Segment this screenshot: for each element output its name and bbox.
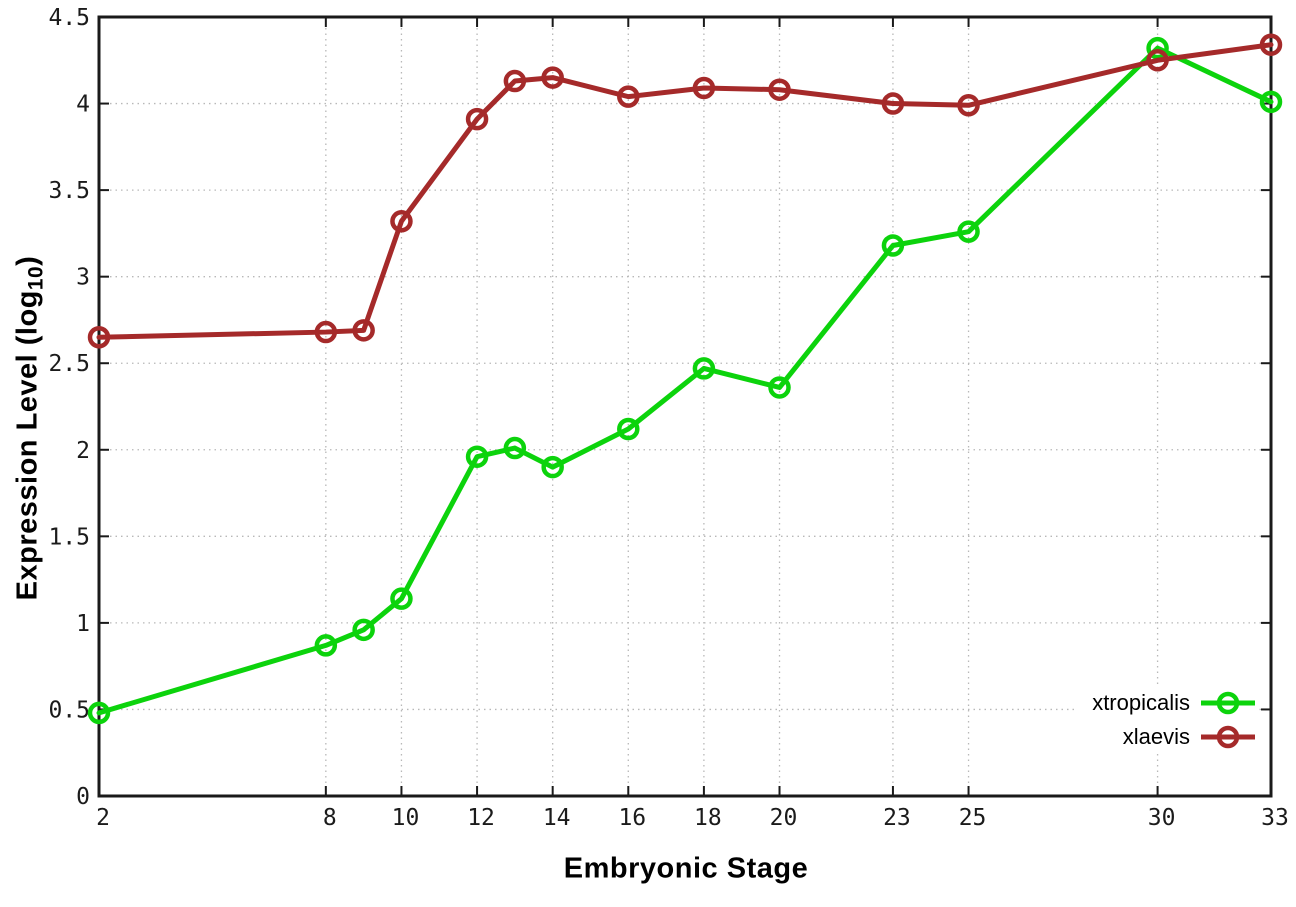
data-point-marker	[1259, 33, 1283, 56]
x-tick-label: 33	[1261, 805, 1289, 831]
legend-label: xlaevis	[1122, 724, 1190, 749]
data-point-marker	[390, 587, 413, 610]
x-axis-title: Embryonic Stage	[563, 852, 809, 885]
data-point-marker	[617, 85, 640, 108]
tick-labels: 2 8 10 12 14 16 18 20 23 25 30 33 0 0.5 1 1.5 2 2.5 3 3.5 4 4…	[48, 5, 1288, 831]
data-point-marker	[87, 326, 111, 349]
data-point-marker	[1146, 36, 1169, 60]
x-tick-label: 23	[883, 805, 911, 831]
y-tick-label: 2	[76, 438, 90, 464]
data-point-marker	[541, 455, 564, 479]
x-tick-label: 8	[323, 805, 337, 831]
data-point-marker	[87, 701, 111, 725]
y-tick-label: 1.5	[48, 524, 90, 550]
y-tick-label: 2.5	[48, 351, 90, 377]
data-point-marker	[881, 92, 905, 115]
data-point-marker	[314, 634, 338, 657]
legend-item-xtropicalis: xtropicalis	[1092, 686, 1256, 720]
data-point-marker	[768, 78, 791, 101]
tick-marks	[98, 16, 1272, 797]
data-point-marker	[957, 94, 980, 117]
y-axis-title-text: Expression Level (log	[11, 290, 44, 601]
y-axis-title-suffix: )	[11, 255, 44, 266]
data-point-marker	[314, 320, 338, 344]
y-tick-label: 4.5	[48, 5, 90, 31]
x-tick-label: 25	[959, 805, 987, 831]
legend-item-xlaevis: xlaevis	[1123, 720, 1256, 754]
x-tick-label: 12	[467, 805, 495, 831]
y-axis-title-subscript: 10	[24, 265, 48, 291]
x-tick-label: 14	[543, 805, 571, 831]
data-point-marker	[1146, 49, 1169, 72]
y-tick-label: 3	[76, 265, 90, 291]
data-point-marker	[390, 210, 413, 233]
data-point-marker	[465, 107, 489, 131]
y-tick-label: 4	[76, 92, 90, 118]
data-point-marker	[692, 357, 716, 380]
data-point-marker	[541, 66, 564, 89]
y-tick-label: 1	[76, 611, 90, 637]
x-tick-label: 20	[770, 805, 798, 831]
data-point-marker	[352, 319, 375, 342]
y-tick-label: 3.5	[48, 178, 90, 204]
data-point-marker	[503, 69, 527, 93]
legend-label: xtropicalis	[1092, 690, 1190, 715]
x-tick-label: 16	[618, 805, 646, 831]
x-tick-label: 10	[392, 805, 420, 831]
line-marker-icon	[1201, 691, 1255, 715]
data-point-marker	[503, 436, 527, 460]
data-point-marker	[692, 76, 716, 100]
data-point-marker	[617, 417, 640, 441]
x-tick-label: 18	[694, 805, 722, 831]
data-point-marker	[768, 376, 791, 399]
data-point-marker	[881, 234, 905, 257]
data-point-marker	[1259, 90, 1283, 114]
x-tick-label: 30	[1148, 805, 1176, 831]
line-marker-icon	[1201, 725, 1255, 749]
y-axis-title: Expression Level (log10)	[12, 256, 49, 601]
data-point-marker	[465, 445, 489, 468]
y-tick-label: 0.5	[48, 697, 90, 723]
grid-layer	[99, 17, 1271, 796]
legend: xtropicalis xlaevis	[1074, 686, 1256, 754]
y-tick-label: 0	[76, 784, 90, 810]
plot-border	[97, 15, 1273, 798]
series-xlaevis	[87, 33, 1283, 349]
data-point-marker	[957, 220, 980, 243]
data-point-marker	[352, 618, 375, 642]
series-xtropicalis	[87, 36, 1283, 725]
x-tick-label: 2	[96, 805, 110, 831]
